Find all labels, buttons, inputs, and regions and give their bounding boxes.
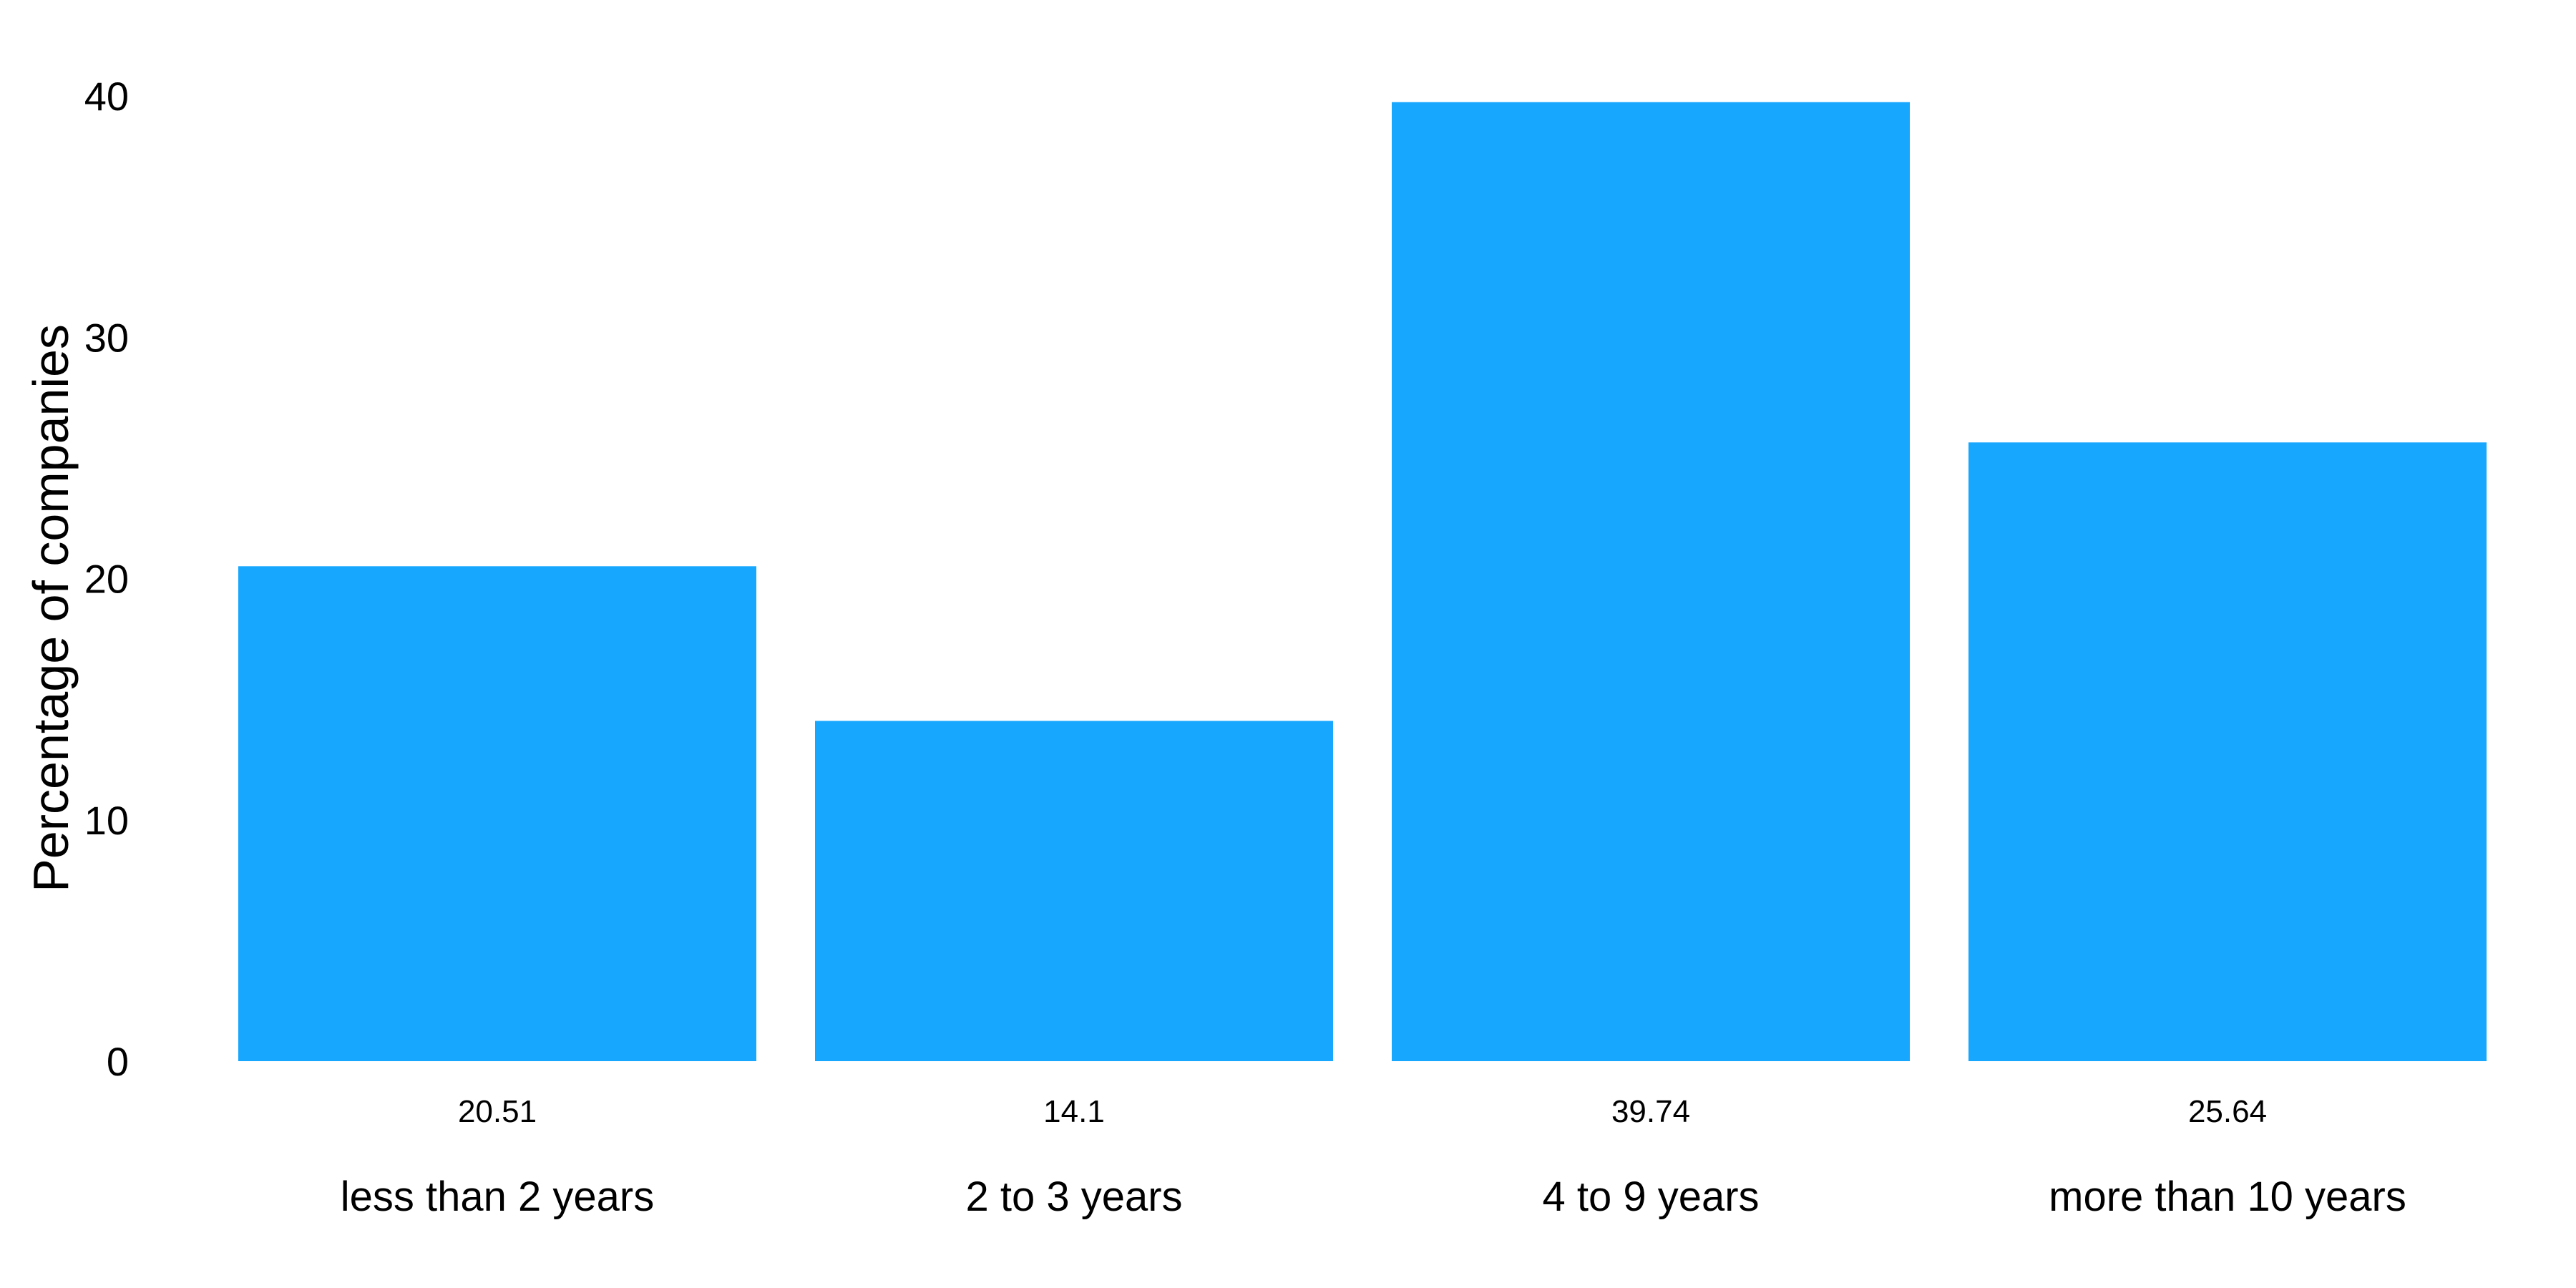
x-category-label: 4 to 9 years xyxy=(1542,1174,1759,1220)
x-category-label: less than 2 years xyxy=(341,1174,654,1220)
x-axis-category-labels: less than 2 years 2 to 3 years 4 to 9 year… xyxy=(341,1174,2406,1220)
bar-value-label: 39.74 xyxy=(1611,1094,1690,1129)
bar xyxy=(1392,102,1910,1061)
y-tick-label: 20 xyxy=(84,557,129,602)
bar xyxy=(238,566,756,1061)
data-labels: 20.51 14.1 39.74 25.64 xyxy=(458,1094,2267,1129)
y-tick-label: 40 xyxy=(84,74,129,119)
bar xyxy=(815,721,1333,1061)
bar-value-label: 14.1 xyxy=(1043,1094,1105,1129)
x-category-label: more than 10 years xyxy=(2049,1174,2406,1220)
bar-value-label: 25.64 xyxy=(2188,1094,2267,1129)
y-axis-ticks: 0 10 20 30 40 xyxy=(84,74,129,1084)
bar-value-label: 20.51 xyxy=(458,1094,537,1129)
y-tick-label: 30 xyxy=(84,315,129,360)
bar xyxy=(1968,442,2487,1061)
bars xyxy=(238,102,2487,1061)
y-tick-label: 10 xyxy=(84,798,129,843)
y-axis-title: Percentage of companies xyxy=(23,324,79,892)
y-tick-label: 0 xyxy=(107,1039,129,1084)
x-category-label: 2 to 3 years xyxy=(965,1174,1182,1220)
